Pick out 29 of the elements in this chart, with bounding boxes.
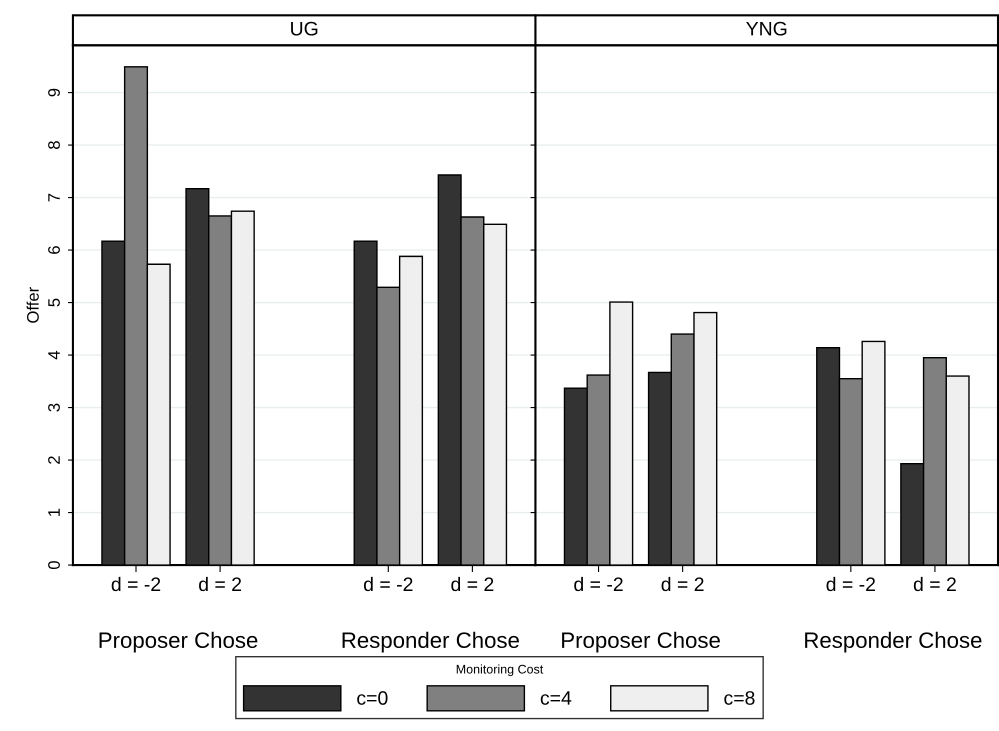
text: Proposer Chose <box>100 632 258 652</box>
y-tick-label: 3 <box>48 404 60 412</box>
chart-title: UG <box>291 22 318 36</box>
y-tick-label: 9 <box>48 88 60 96</box>
text: Proposer Chose <box>562 632 720 652</box>
y-tick-label: 2 <box>48 456 60 464</box>
legend-label: c=0 <box>357 691 388 705</box>
legend-label: c=8 <box>724 691 755 705</box>
y-tick-label: 0 <box>48 561 60 570</box>
chart-title: YNG <box>746 22 786 36</box>
legend-title: Monitoring Cost <box>456 664 544 676</box>
y-tick-label: 7 <box>48 194 60 202</box>
x-tick-label: d = 2 <box>199 576 242 592</box>
text: Responder Chose <box>805 632 982 652</box>
x-tick-label: d = -2 <box>364 576 412 592</box>
x-tick-label: d = 2 <box>451 576 494 592</box>
y-tick-label: 5 <box>48 298 60 307</box>
x-tick-label: d = -2 <box>826 576 875 592</box>
y-tick-label: 8 <box>48 141 60 149</box>
y-tick-label: 6 <box>48 246 60 254</box>
y-tick-label: 1 <box>48 508 60 516</box>
legend-label: c=4 <box>540 691 572 705</box>
x-tick-label: d = -2 <box>574 576 623 592</box>
text: Responder Chose <box>342 632 519 652</box>
x-tick-label: d = 2 <box>914 576 956 592</box>
x-tick-label: d = -2 <box>112 576 160 592</box>
y-tick-label: 4 <box>48 350 60 360</box>
y-axis-title: Offer <box>26 287 39 323</box>
x-tick-label: d = 2 <box>662 576 704 592</box>
